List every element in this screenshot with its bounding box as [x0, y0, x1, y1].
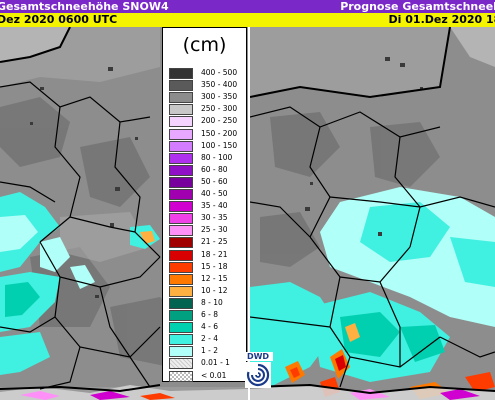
legend-swatch [169, 140, 193, 152]
legend-label: 400 - 500 [201, 68, 238, 77]
dwd-logo: DWD [243, 352, 273, 398]
legend-swatch [169, 128, 193, 140]
right-panel-title: Prognose Gesamtschneeh [248, 0, 495, 13]
legend-swatch [169, 213, 193, 225]
snow-patches [0, 192, 160, 375]
legend-label: 6 - 8 [201, 310, 219, 319]
legend-swatch [169, 201, 193, 213]
legend-swatch [169, 237, 193, 249]
legend-label: 80 - 100 [201, 152, 233, 162]
dwd-logo-icon [245, 362, 271, 388]
legend-swatch [169, 370, 193, 382]
left-panel-subtitle: Dez 2020 0600 UTC [0, 13, 248, 27]
legend-label: 50 - 60 [201, 176, 228, 186]
legend-label: 21 - 25 [201, 237, 228, 247]
legend-swatch [169, 164, 193, 176]
legend-label: 15 - 18 [201, 261, 228, 271]
legend-unit-label: (cm) [182, 34, 227, 56]
alps-snow [250, 385, 495, 400]
sea-area [0, 27, 70, 62]
legend-swatch [169, 358, 193, 370]
left-panel-title: Gesamtschneehöhe SNOW4 [0, 0, 248, 13]
legend-swatch [169, 189, 193, 200]
legend-swatch [169, 92, 193, 104]
legend-swatch [169, 116, 193, 128]
legend-swatch [169, 322, 193, 334]
legend-swatch [169, 225, 193, 237]
legend-label: 35 - 40 [201, 201, 228, 211]
legend-swatch [169, 297, 193, 309]
city-markers [305, 57, 423, 236]
sea-area [450, 27, 495, 67]
right-panel-subtitle: Di 01.Dez 2020 180 [248, 13, 495, 27]
legend-swatch [169, 285, 193, 297]
legend-label: 0.01 - 1 [201, 358, 230, 368]
legend-swatch [169, 80, 193, 92]
legend-swatch [169, 346, 193, 358]
legend-label: 4 - 6 [201, 322, 219, 332]
legend-label: 30 - 35 [201, 213, 228, 223]
legend-label: 60 - 80 [201, 164, 228, 174]
legend-label: 10 - 12 [201, 285, 228, 295]
legend-label: 250 - 300 [201, 104, 238, 114]
alps-snow [0, 385, 248, 400]
legend-swatch [169, 152, 193, 164]
lowland-shading [250, 27, 450, 97]
legend-label: 25 - 30 [201, 225, 228, 235]
legend-label: 12 - 15 [201, 273, 228, 283]
legend-swatch [169, 261, 193, 273]
legend-label: 350 - 400 [201, 80, 238, 90]
legend-swatch [169, 176, 193, 188]
legend-swatch [169, 334, 193, 346]
legend-label: 300 - 350 [201, 92, 238, 102]
city-markers [30, 67, 138, 298]
country-border [0, 27, 161, 393]
right-map-graphic [250, 27, 495, 400]
right-snow-map [250, 27, 495, 400]
state-borders [0, 81, 161, 390]
legend-label: 200 - 250 [201, 116, 238, 126]
legend-label: 8 - 10 [201, 297, 223, 307]
legend-swatch [169, 310, 193, 321]
legend-panel: (cm) 400 - 500 350 - 400 300 - 350 250 - 30… [162, 27, 247, 382]
legend-label: 150 - 200 [201, 128, 238, 138]
legend-swatch [169, 249, 193, 261]
legend-label: 40 - 50 [201, 189, 228, 198]
dwd-logo-text: DWD [243, 352, 273, 361]
state-borders [250, 106, 495, 388]
legend-label: 18 - 21 [201, 249, 228, 259]
legend-label: 1 - 2 [201, 346, 219, 356]
legend-label: < 0.01 [201, 370, 227, 380]
legend-swatch [169, 273, 193, 285]
legend-label: 100 - 150 [201, 140, 238, 150]
legend-swatch [169, 68, 193, 79]
terrain-shading [260, 112, 440, 267]
legend-swatch [169, 104, 193, 116]
legend-label: 2 - 4 [201, 334, 219, 344]
country-border [250, 27, 495, 395]
